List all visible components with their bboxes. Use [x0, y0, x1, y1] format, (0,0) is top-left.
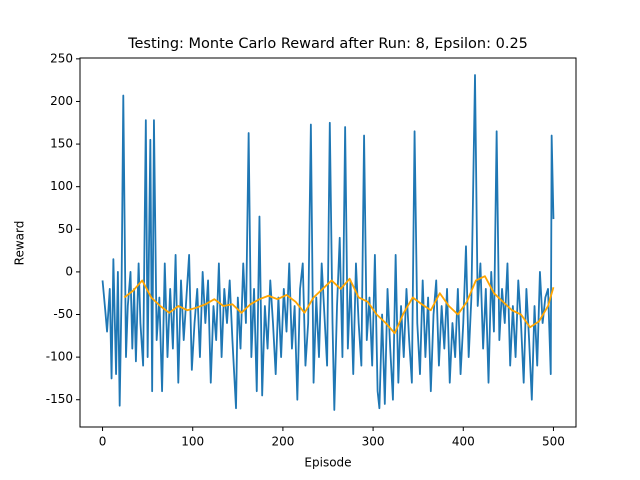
x-tick-label: 200	[271, 435, 294, 449]
x-tick-label: 300	[362, 435, 385, 449]
y-tick-label: 250	[50, 51, 73, 65]
y-tick-label: -100	[46, 350, 73, 364]
line-series	[123, 275, 555, 335]
y-tick-label: 50	[58, 222, 73, 236]
y-tick-label: -50	[53, 307, 73, 321]
y-tick-label: -150	[46, 392, 73, 406]
plot-frame	[79, 57, 577, 428]
x-tick-label: 0	[99, 435, 107, 449]
y-tick-label: 200	[50, 94, 73, 108]
chart-title: Testing: Monte Carlo Reward after Run: 8…	[127, 36, 528, 52]
x-tick-label: 500	[542, 435, 565, 449]
x-axis-label: Episode	[304, 456, 351, 470]
line-series	[101, 74, 555, 411]
y-tick-label: 0	[65, 264, 73, 278]
y-tick-label: 100	[50, 179, 73, 193]
y-axis-label: Reward	[13, 221, 27, 266]
x-tick-label: 100	[181, 435, 204, 449]
y-tick-label: 150	[50, 137, 73, 151]
x-tick-label: 400	[452, 435, 475, 449]
